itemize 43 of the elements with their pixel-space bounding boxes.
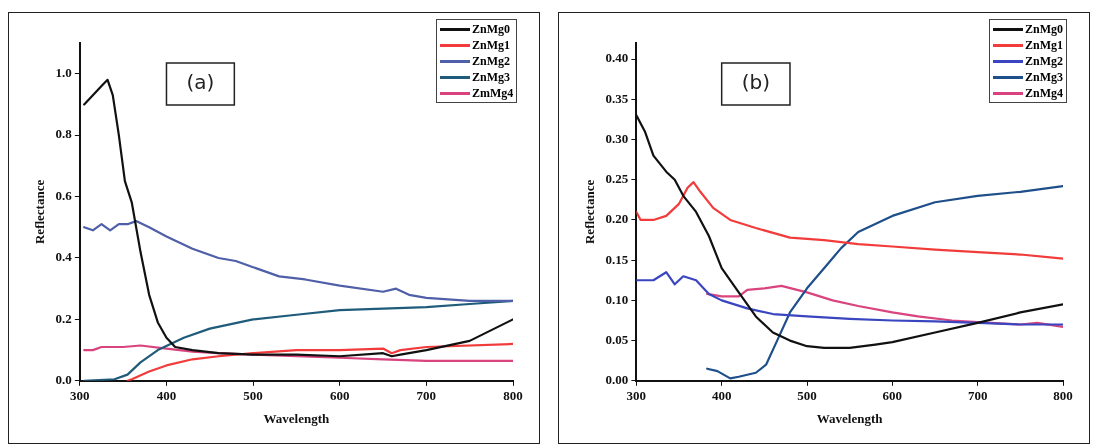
y-tick-label: 0.10: [605, 291, 629, 307]
legend-label: ZmMg4: [472, 85, 514, 101]
legend-label: ZnMg3: [472, 69, 511, 85]
x-tick-label: 400: [156, 387, 177, 403]
x-tick-label: 300: [626, 387, 647, 403]
y-tick-label: 0.35: [605, 90, 629, 106]
x-axis-title: Wavelength: [816, 410, 884, 426]
legend-label: ZnMg2: [472, 53, 511, 69]
y-tick-label: 0.25: [605, 171, 629, 187]
y-tick-label: 0.6: [55, 187, 73, 203]
y-tick-label: 0.8: [55, 126, 73, 142]
y-tick-label: 0.20: [605, 211, 629, 227]
x-tick-label: 800: [1053, 387, 1073, 403]
legend-label: ZnMg2: [1025, 53, 1064, 69]
annotation: (a): [186, 70, 215, 95]
x-tick-label: 600: [329, 387, 350, 403]
legend-label: ZnMg0: [1025, 21, 1064, 37]
y-tick-label: 0.15: [605, 251, 629, 267]
x-tick-label: 600: [882, 387, 903, 403]
x-tick-label: 500: [243, 387, 263, 403]
x-tick-label: 300: [70, 387, 90, 403]
legend-label: ZnMg4: [1025, 85, 1064, 101]
legend-label: ZnMg3: [1025, 69, 1064, 85]
annotation: (b): [741, 70, 770, 95]
y-tick-label: 0.30: [605, 130, 629, 146]
y-tick-label: 0.40: [605, 50, 629, 66]
y-axis-title: Reflectance: [32, 179, 48, 245]
x-tick-label: 400: [711, 387, 732, 403]
x-axis-title: Wavelength: [263, 410, 331, 426]
legend-label: ZnMg0: [472, 21, 511, 37]
y-tick-label: 0.00: [605, 372, 629, 388]
y-tick-label: 1.0: [55, 65, 72, 81]
legend-label: ZnMg1: [1025, 37, 1064, 53]
x-tick-label: 700: [416, 387, 437, 403]
y-axis-title: Reflectance: [582, 179, 598, 245]
y-tick-label: 0.2: [55, 310, 72, 326]
x-tick-label: 800: [503, 387, 523, 403]
y-tick-label: 0.4: [55, 249, 73, 265]
legend-label: ZnMg1: [472, 37, 511, 53]
x-tick-label: 500: [797, 387, 817, 403]
y-tick-label: 0.0: [55, 372, 72, 388]
x-tick-label: 700: [967, 387, 988, 403]
y-tick-label: 0.05: [605, 331, 629, 347]
